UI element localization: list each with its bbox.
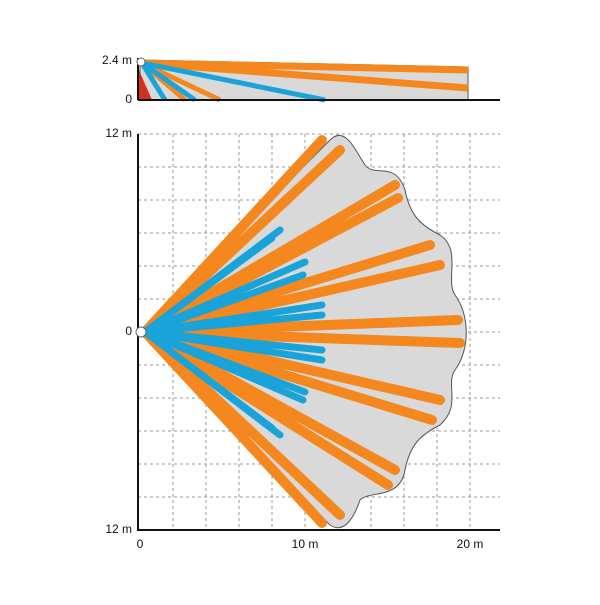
long-beam — [140, 327, 327, 528]
short-beam — [141, 328, 307, 404]
side-view: 2.4 m 0 — [102, 53, 500, 106]
x-label: 10 m — [292, 537, 319, 551]
long-beam — [140, 327, 393, 490]
short-beam — [141, 328, 326, 364]
side-short-beam — [141, 60, 326, 103]
long-beam — [140, 135, 327, 337]
side-long-beam — [141, 59, 469, 92]
long-beam — [140, 193, 403, 337]
long-beam — [140, 260, 445, 337]
side-y-label: 0 — [125, 92, 132, 106]
short-beam — [141, 328, 276, 432]
x-label: 0 — [137, 537, 144, 551]
side-short-beam — [139, 61, 168, 102]
y-label: 12 m — [105, 522, 132, 536]
y-label: 0 — [125, 324, 132, 338]
beams — [140, 135, 465, 528]
sensor — [135, 326, 147, 338]
top-view: 12 m 0 12 m 0 10 m 20 m — [105, 126, 500, 551]
short-beam — [141, 234, 276, 336]
y-label: 12 m — [105, 126, 132, 140]
side-beams — [139, 59, 469, 103]
x-label: 20 m — [457, 537, 484, 551]
side-y-label: 2.4 m — [102, 53, 132, 67]
coverage-area — [139, 134, 467, 528]
short-beam — [141, 271, 307, 336]
short-beam — [141, 311, 326, 336]
side-short-beam — [140, 60, 197, 103]
side-creep-zone — [138, 68, 152, 100]
side-sensor — [136, 57, 146, 67]
